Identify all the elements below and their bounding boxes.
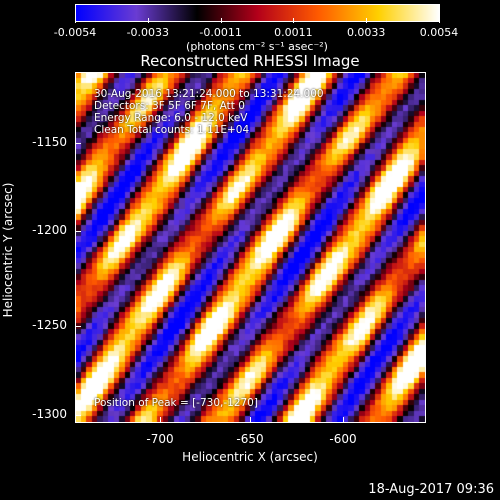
- rhessi-image-canvas: [76, 73, 425, 422]
- x-tick-label: -650: [236, 432, 264, 446]
- y-tick: [75, 326, 81, 327]
- colorbar-units: (photons cm⁻² s⁻¹ asec⁻²): [186, 40, 328, 53]
- x-tick: [160, 417, 161, 423]
- colorbar-tick: [439, 18, 440, 23]
- colorbar-tick: [293, 18, 295, 23]
- y-tick-label: -1250: [32, 318, 67, 332]
- x-tick-label: -700: [146, 432, 174, 446]
- y-tick-label: -1300: [32, 407, 67, 421]
- y-tick: [75, 415, 81, 416]
- info-detectors: Detectors: 3F 5F 6F 7F, Att 0: [94, 100, 245, 112]
- info-peak: Position of Peak = [-730,-1270]: [94, 397, 258, 409]
- colorbar: [75, 4, 440, 22]
- colorbar-tick-label: 0.0011: [274, 26, 313, 39]
- colorbar-tick: [220, 18, 222, 23]
- y-axis-title: Heliocentric Y (arcsec): [1, 182, 15, 318]
- info-time: 30-Aug-2016 13:21:24.000 to 13:31:24.000: [94, 88, 324, 100]
- colorbar-tick-label: -0.0054: [53, 26, 97, 39]
- colorbar-tick: [147, 18, 149, 23]
- info-energy: Energy Range: 6.0 - 12.0 keV: [94, 112, 248, 124]
- y-tick: [75, 231, 81, 232]
- y-tick: [75, 143, 81, 144]
- colorbar-tick-label: 0.0033: [346, 26, 386, 39]
- plot-timestamp: 18-Aug-2017 09:36: [368, 482, 494, 497]
- colorbar-tick-label: -0.0011: [199, 26, 242, 39]
- colorbar-tick: [75, 18, 76, 23]
- x-tick-label: -600: [329, 432, 357, 446]
- colorbar-tick: [366, 18, 368, 23]
- x-axis-title: Heliocentric X (arcsec): [182, 450, 318, 464]
- y-tick-label: -1150: [32, 135, 67, 149]
- colorbar-tick-label: 0.0054: [419, 26, 459, 39]
- info-clean: Clean Total counts: 1.11E+04: [94, 124, 250, 136]
- plot-title: Reconstructed RHESSI Image: [140, 52, 360, 70]
- x-tick: [343, 417, 344, 423]
- rhessi-image-plot: [75, 72, 426, 423]
- y-tick-label: -1200: [32, 223, 67, 237]
- x-tick: [250, 417, 251, 423]
- colorbar-tick-label: -0.0033: [126, 26, 170, 39]
